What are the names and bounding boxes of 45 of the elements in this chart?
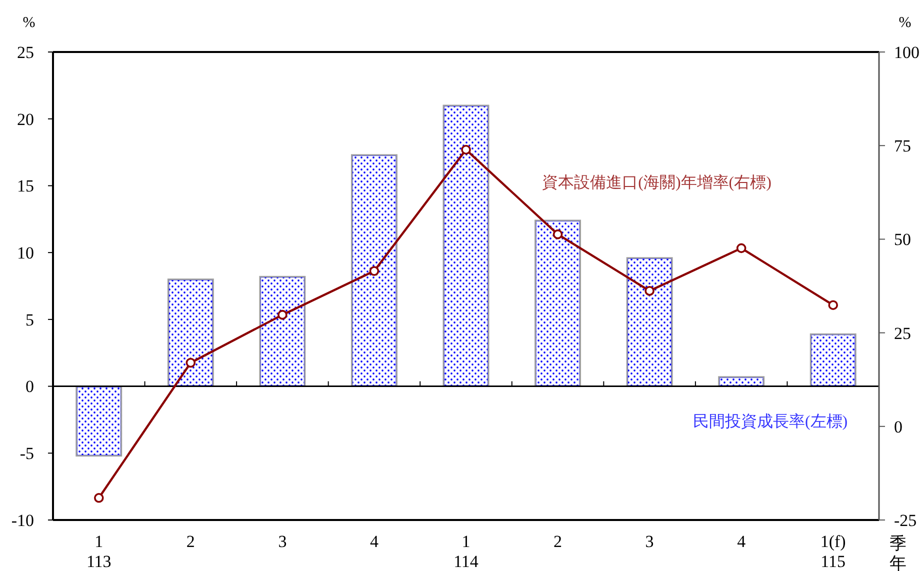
point: [461, 144, 471, 155]
series-label: 民間投資成長率(左標): [692, 412, 848, 430]
point: [94, 493, 104, 503]
y-tick-label: 10: [17, 244, 34, 263]
bar: [167, 278, 214, 388]
bar: [534, 220, 582, 388]
y-tick-label: 25: [17, 42, 34, 62]
y2-axis-title: %: [898, 15, 912, 31]
point: [278, 310, 288, 320]
x-tick-label: 1 114: [454, 532, 479, 571]
x-tick-label: 4: [370, 532, 379, 551]
bar: [810, 333, 856, 388]
y2-tick-label: -25: [894, 510, 917, 530]
point: [552, 229, 563, 240]
y2-tick-label: 50: [894, 230, 911, 250]
x-tick-label: 3: [278, 532, 287, 551]
point: [369, 266, 380, 276]
y-tick-label: 5: [26, 310, 34, 330]
y-tick-label: -5: [20, 444, 34, 464]
x-tick-label: 2: [554, 532, 562, 551]
x-tick-label: 4: [737, 532, 746, 551]
point: [644, 286, 654, 296]
bar: [259, 276, 306, 388]
y-axis-title: %: [22, 15, 36, 31]
y2-tick-label: 25: [894, 324, 911, 343]
y2-tick-label: 75: [894, 136, 911, 156]
x-tick-label: 3: [645, 532, 654, 551]
point: [736, 243, 746, 254]
y-tick-label: -10: [11, 510, 34, 530]
bar: [626, 257, 673, 388]
x-tick-label: 1(f) 115: [820, 532, 846, 571]
point: [186, 358, 196, 368]
y2-tick-label: 100: [894, 42, 920, 62]
y-tick-label: 20: [17, 110, 34, 129]
y-tick-label: 0: [26, 377, 34, 396]
bar: [350, 154, 398, 388]
bar: [442, 104, 490, 388]
x-tick-label: 1 113: [86, 532, 112, 571]
y-tick-label: 15: [17, 176, 34, 196]
series-label: 資本設備進口(海關)年增率(右標): [542, 174, 772, 192]
x-axis-title: 季年: [890, 534, 906, 571]
bar: [76, 386, 122, 457]
point: [828, 300, 838, 310]
x-tick-label: 2: [186, 532, 195, 551]
y2-tick-label: 0: [894, 417, 902, 436]
